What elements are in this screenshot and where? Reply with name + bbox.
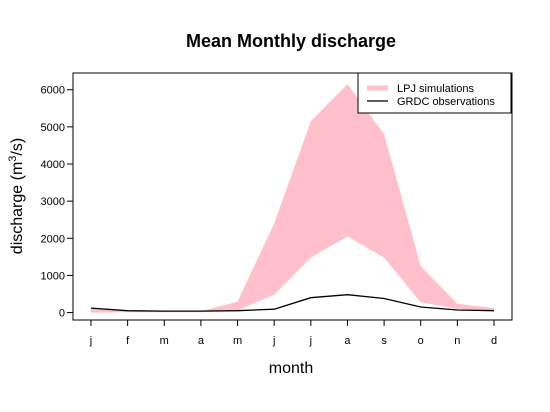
plot-frame (72, 72, 513, 321)
y-axis-label: discharge (m3/s) (7, 138, 26, 254)
y-tick-label-0: 0 (59, 308, 65, 320)
x-tick-label-3: a (198, 335, 205, 347)
x-tick-label-7: a (344, 335, 351, 347)
x-tick-label-11: d (491, 335, 497, 347)
x-axis-label: month (269, 360, 313, 377)
x-tick-label-2: m (160, 335, 169, 347)
x-tick-label-10: n (454, 335, 460, 347)
y-tick-label-6: 6000 (41, 85, 65, 97)
x-tick-label-5: j (272, 335, 275, 347)
plot-area (72, 72, 513, 321)
y-tick-label-1: 1000 (41, 270, 65, 282)
legend-label-lpj-simulations: LPJ simulations (397, 83, 475, 95)
x-tick-label-6: j (309, 335, 312, 347)
legend-label-grdc-observations: GRDC observations (397, 96, 495, 108)
series-line-grdc-observations (90, 294, 495, 312)
series-band-lpj-simulations (91, 84, 494, 313)
y-tick-label-5: 5000 (41, 122, 65, 134)
y-axis: 0 1000 2000 3000 4000 5000 6000 (41, 85, 73, 320)
legend: LPJ simulations GRDC observations (357, 72, 512, 114)
x-tick-label-8: s (381, 335, 387, 347)
chart-title: Mean Monthly discharge (186, 31, 396, 51)
y-tick-label-4: 4000 (41, 159, 65, 171)
x-tick-label-9: o (418, 335, 424, 347)
legend-frame (357, 72, 512, 114)
x-tick-label-4: m (233, 335, 242, 347)
y-tick-label-2: 2000 (41, 233, 65, 245)
x-tick-label-1: f (126, 335, 130, 347)
y-tick-label-3: 3000 (41, 196, 65, 208)
x-tick-label-0: j (89, 335, 92, 347)
